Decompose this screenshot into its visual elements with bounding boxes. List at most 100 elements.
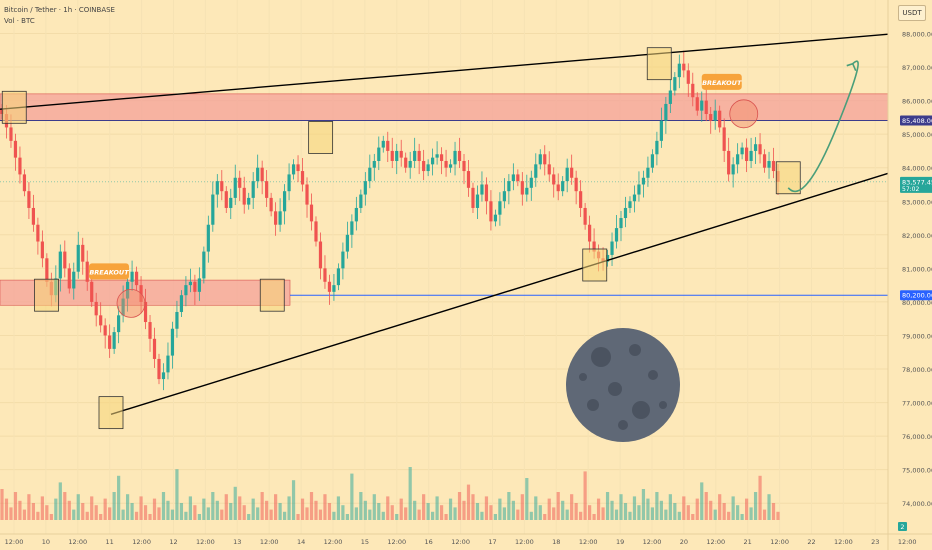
- candle-body: [543, 154, 547, 165]
- volume-bar: [81, 503, 85, 520]
- volume-bar: [435, 496, 439, 520]
- volume-bar: [583, 471, 587, 520]
- volume-bar: [323, 494, 327, 520]
- resistance-price-badge: [900, 115, 932, 126]
- candle-body: [448, 164, 453, 168]
- volume-bar: [45, 505, 49, 520]
- candle-body: [753, 144, 758, 151]
- candle-body: [193, 281, 197, 292]
- volume-bar: [166, 500, 170, 520]
- candle-body: [296, 164, 300, 172]
- breakout-label: BREAKOUT: [702, 79, 742, 87]
- volume-bar: [336, 496, 341, 520]
- price-tick-label: 86,000.00: [902, 98, 932, 106]
- candle-body: [300, 171, 305, 185]
- volume-bar: [484, 496, 489, 520]
- pivot-box: [1, 90, 27, 124]
- candle-body: [211, 194, 215, 225]
- candle-body: [179, 295, 184, 312]
- candle-body: [143, 301, 148, 323]
- moon-icon: [566, 328, 680, 442]
- volume-bar: [0, 489, 4, 520]
- volume-badge: [898, 522, 907, 531]
- candle-body: [413, 150, 417, 161]
- pivot-box: [34, 278, 59, 312]
- projection-arrowhead: [846, 62, 857, 71]
- currency-button[interactable]: USDT: [898, 5, 926, 21]
- price-tick-label: 80,000.00: [902, 299, 932, 307]
- support-resistance-zones: [0, 93, 889, 306]
- volume-bar: [233, 486, 237, 520]
- volume-bar: [668, 494, 672, 520]
- candle-body: [731, 164, 735, 175]
- volume-bar: [395, 514, 399, 520]
- candle-body: [686, 70, 690, 84]
- candle-body: [117, 315, 121, 333]
- volume-bar: [448, 498, 453, 520]
- candle-body: [341, 251, 345, 269]
- volume-bar: [574, 503, 578, 520]
- volume-bar: [99, 514, 103, 520]
- volume-bar: [193, 505, 197, 520]
- volume-bar: [350, 473, 354, 520]
- volume-bar: [426, 503, 430, 520]
- volume-bar: [386, 496, 390, 520]
- time-tick-label: 12:00: [324, 538, 343, 546]
- candle-body: [655, 140, 659, 155]
- volume-bar: [525, 478, 529, 520]
- volume-bar: [251, 498, 255, 520]
- volume-bar: [72, 509, 76, 520]
- volume-bar: [287, 496, 291, 520]
- volume-bar: [134, 511, 139, 520]
- volume-bar: [76, 494, 80, 520]
- volume-bar: [9, 507, 13, 520]
- candle-body: [18, 157, 22, 175]
- candle-body: [727, 150, 731, 175]
- candle-body: [767, 160, 771, 168]
- candle-body: [516, 174, 520, 182]
- time-tick-label: 12:00: [132, 538, 151, 546]
- candle-body: [350, 221, 354, 235]
- price-tick-label: 84,000.00: [902, 165, 932, 173]
- volume-bar: [22, 509, 27, 520]
- candle-body: [81, 244, 85, 262]
- volume-bar: [740, 514, 744, 520]
- time-tick-label: 22: [807, 538, 815, 546]
- candle-body: [112, 332, 116, 349]
- candle-body: [462, 160, 466, 172]
- volume-bar: [700, 482, 704, 520]
- volume-bar: [148, 514, 152, 520]
- candle-body: [417, 150, 421, 161]
- candle-body: [659, 120, 663, 141]
- pivot-box: [259, 278, 285, 312]
- pivot-markers: [1, 47, 801, 430]
- candle-body: [511, 174, 515, 182]
- volume-bar: [691, 514, 695, 520]
- time-tick-label: 14: [297, 538, 305, 546]
- candle-body: [76, 244, 80, 272]
- candle-body: [336, 268, 341, 286]
- volume-legend: Vol · BTC: [4, 17, 35, 25]
- candle-body: [502, 191, 506, 202]
- price-axis-bg: [888, 0, 932, 550]
- candle-body: [399, 150, 403, 158]
- candle-body: [99, 315, 103, 326]
- volume-bar: [318, 509, 323, 520]
- candle-body: [520, 181, 524, 195]
- volume-bar: [520, 494, 524, 520]
- volume-bar: [444, 514, 448, 520]
- volume-bar: [462, 500, 466, 520]
- volume-bar: [291, 480, 296, 520]
- volume-bar: [475, 503, 480, 520]
- candle-body: [525, 187, 529, 195]
- candle-body: [489, 201, 493, 222]
- candle-body: [224, 191, 228, 208]
- volume-bar: [368, 509, 372, 520]
- volume-bar: [341, 505, 345, 520]
- volume-bar: [161, 492, 166, 520]
- price-tick-label: 74,000.00: [902, 500, 932, 508]
- moon-crater: [629, 344, 641, 356]
- volume-bar: [561, 500, 565, 520]
- candle-body: [170, 328, 175, 356]
